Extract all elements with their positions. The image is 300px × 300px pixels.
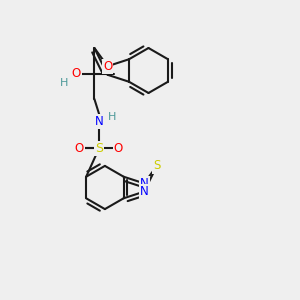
Text: O: O (72, 67, 81, 80)
Text: S: S (95, 142, 103, 155)
Text: H: H (60, 77, 69, 88)
Text: N: N (140, 177, 148, 190)
Text: S: S (153, 159, 160, 172)
Text: H: H (108, 112, 117, 122)
Text: O: O (114, 142, 123, 155)
Text: O: O (75, 142, 84, 155)
Text: N: N (94, 115, 103, 128)
Text: O: O (103, 60, 112, 73)
Text: N: N (140, 185, 148, 198)
